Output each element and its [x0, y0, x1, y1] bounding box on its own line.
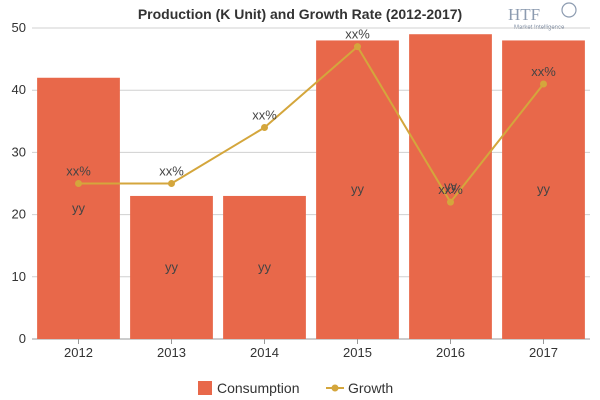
growth-data-label: xx%	[159, 164, 184, 179]
y-axis: 0 10 20 30 40 50	[12, 20, 26, 346]
growth-data-label: xx%	[66, 164, 91, 179]
legend: Consumption Growth	[198, 380, 393, 396]
bar[interactable]	[316, 40, 399, 339]
legend-label-growth: Growth	[348, 380, 393, 396]
bar[interactable]	[223, 195, 306, 339]
growth-point[interactable]	[261, 124, 268, 132]
grid	[32, 27, 590, 340]
y-tick-label: 0	[19, 331, 26, 346]
growth-point[interactable]	[540, 80, 547, 88]
bar[interactable]	[502, 40, 585, 339]
line-labels: xx% xx% xx% xx% xx% xx%	[66, 27, 556, 198]
growth-point[interactable]	[354, 43, 361, 51]
bar-data-label: yy	[258, 259, 272, 274]
growth-data-label: xx%	[438, 182, 463, 197]
bar[interactable]	[130, 195, 213, 339]
y-tick-label: 30	[12, 144, 26, 159]
y-tick-label: 20	[12, 207, 26, 222]
legend-item-growth[interactable]: Growth	[326, 380, 393, 396]
bar-data-label: yy	[72, 200, 86, 215]
bar[interactable]	[37, 77, 120, 339]
bar-series	[37, 34, 585, 339]
globe-icon	[561, 2, 577, 18]
line-series	[75, 43, 547, 206]
growth-point[interactable]	[447, 198, 454, 206]
y-tick-label: 50	[12, 20, 26, 35]
legend-label-consumption: Consumption	[217, 380, 300, 396]
x-tick-label: 2013	[157, 345, 186, 360]
x-axis: 2012 2013 2014 2015 2016 2017	[64, 339, 558, 360]
x-tick-label: 2012	[64, 345, 93, 360]
x-tick-label: 2015	[343, 345, 372, 360]
logo-brand: HTF	[508, 5, 540, 24]
htf-logo: HTF Market Intelligence	[508, 2, 577, 31]
x-tick-label: 2014	[250, 345, 279, 360]
legend-swatch-consumption	[198, 381, 212, 395]
y-tick-label: 10	[12, 269, 26, 284]
x-tick-label: 2017	[529, 345, 558, 360]
chart-title: Production (K Unit) and Growth Rate (201…	[138, 6, 462, 22]
growth-data-label: xx%	[252, 108, 277, 123]
legend-item-consumption[interactable]: Consumption	[198, 380, 300, 396]
y-tick-label: 40	[12, 82, 26, 97]
bar-data-label: yy	[444, 179, 458, 194]
growth-line	[78, 45, 545, 204]
legend-swatch-growth-dot	[331, 384, 339, 392]
growth-data-label: xx%	[531, 64, 556, 79]
bar-data-label: yy	[351, 182, 365, 197]
growth-data-label: xx%	[345, 27, 370, 42]
bar-data-label: yy	[165, 259, 179, 274]
growth-point[interactable]	[168, 180, 175, 187]
growth-point[interactable]	[75, 180, 82, 187]
bar-labels: yy yy yy yy yy yy	[72, 179, 551, 275]
x-tick-label: 2016	[436, 345, 465, 360]
bar-data-label: yy	[537, 182, 551, 197]
bar[interactable]	[409, 34, 492, 339]
